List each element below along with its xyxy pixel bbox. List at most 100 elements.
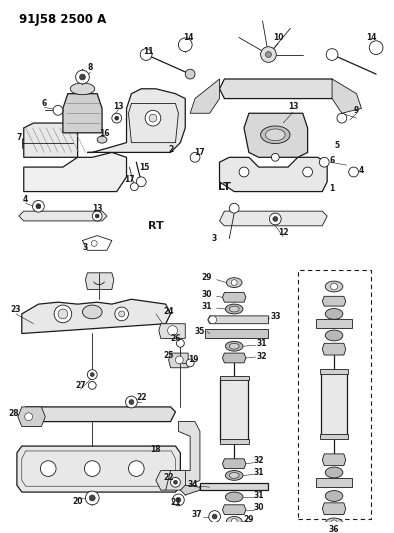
Text: 22: 22 [164,473,174,482]
Polygon shape [223,459,246,469]
Polygon shape [320,369,348,374]
Text: 9: 9 [354,106,359,115]
Circle shape [95,214,99,218]
Text: 23: 23 [11,304,21,313]
Circle shape [129,400,134,405]
Ellipse shape [325,309,343,319]
Polygon shape [316,479,352,487]
Ellipse shape [229,472,239,479]
Text: 8: 8 [87,63,93,72]
Polygon shape [21,407,175,422]
Text: 13: 13 [92,204,102,213]
Polygon shape [19,211,107,221]
Text: 30: 30 [202,290,212,299]
Circle shape [260,47,276,62]
Ellipse shape [227,516,242,526]
Polygon shape [322,454,346,466]
Polygon shape [223,353,246,363]
Circle shape [231,280,237,286]
Circle shape [25,413,33,421]
Text: LT: LT [218,182,231,192]
Text: 33: 33 [270,312,281,321]
Circle shape [229,203,239,213]
Circle shape [145,110,161,126]
Polygon shape [208,316,268,324]
Circle shape [239,167,249,177]
Text: 17: 17 [124,175,135,184]
Circle shape [369,41,383,54]
Polygon shape [180,485,200,495]
Ellipse shape [82,305,102,319]
Text: 25: 25 [164,351,174,360]
Polygon shape [322,503,346,514]
Circle shape [326,49,338,60]
Ellipse shape [229,343,239,349]
Text: 24: 24 [164,308,174,317]
Text: 16: 16 [99,130,109,139]
Text: 6: 6 [42,99,47,108]
Circle shape [115,307,128,321]
Text: 5: 5 [335,141,340,150]
Circle shape [167,326,177,335]
Text: 26: 26 [170,334,181,343]
Polygon shape [190,79,219,113]
Bar [298,270,371,520]
Polygon shape [320,434,348,439]
Polygon shape [219,211,327,226]
Circle shape [54,305,72,323]
Ellipse shape [325,518,343,529]
Text: 2: 2 [168,145,173,154]
Circle shape [320,157,329,167]
Circle shape [269,213,281,225]
Ellipse shape [70,83,95,95]
Text: 37: 37 [192,510,202,519]
Circle shape [331,520,338,527]
Circle shape [140,49,152,60]
Polygon shape [87,89,185,152]
Circle shape [130,183,138,191]
Circle shape [231,519,237,524]
Circle shape [175,356,183,364]
Circle shape [58,309,68,319]
Text: 14: 14 [183,34,193,43]
Circle shape [186,359,194,367]
Circle shape [331,283,338,290]
Circle shape [87,370,97,379]
Polygon shape [322,343,346,355]
Circle shape [91,240,97,246]
Polygon shape [205,329,268,338]
Polygon shape [24,152,126,191]
Ellipse shape [97,136,107,143]
Text: 15: 15 [139,163,149,172]
Circle shape [149,114,157,122]
Text: 7: 7 [16,133,22,142]
Circle shape [112,113,122,123]
Circle shape [190,152,200,162]
Circle shape [41,461,56,477]
Text: 1: 1 [329,184,335,193]
Text: 18: 18 [151,445,161,454]
Text: 19: 19 [188,356,198,365]
Text: 32: 32 [256,351,267,360]
Text: 30: 30 [253,503,264,512]
Text: 28: 28 [9,409,19,418]
Text: 35: 35 [195,327,205,336]
Circle shape [349,167,359,177]
Circle shape [33,200,44,212]
Circle shape [266,52,271,58]
Text: RT: RT [148,221,164,231]
Text: 4: 4 [23,195,28,204]
Circle shape [53,106,63,115]
Ellipse shape [225,304,243,314]
Text: 3: 3 [83,243,88,252]
Ellipse shape [225,492,243,502]
Circle shape [90,373,94,377]
Ellipse shape [225,341,243,351]
Circle shape [171,478,180,487]
Text: 34: 34 [188,480,198,489]
Text: 22: 22 [136,393,147,402]
Polygon shape [200,483,268,490]
Polygon shape [159,324,185,338]
Text: 4: 4 [359,166,364,174]
Circle shape [126,396,137,408]
